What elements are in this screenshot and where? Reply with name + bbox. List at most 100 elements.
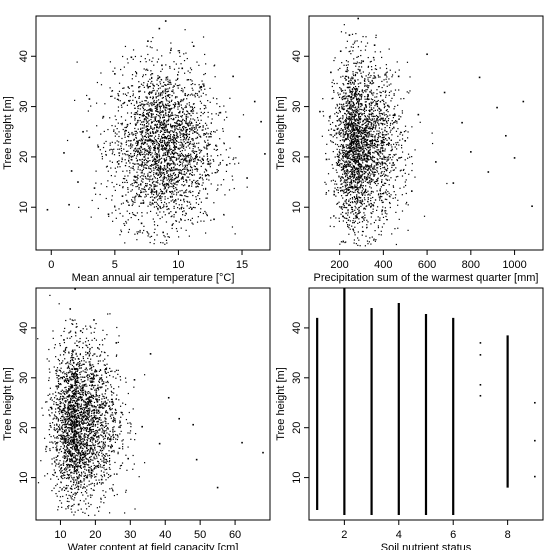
data-point <box>352 167 353 168</box>
data-point <box>342 90 343 91</box>
data-point <box>192 140 193 141</box>
data-point <box>163 172 164 173</box>
data-point <box>205 107 206 108</box>
data-point <box>383 185 384 186</box>
data-point <box>181 107 182 108</box>
data-point <box>164 165 165 166</box>
data-point <box>343 158 344 159</box>
data-point <box>339 149 340 150</box>
data-point <box>191 129 192 130</box>
data-point <box>170 84 171 85</box>
data-point <box>158 99 159 100</box>
data-point <box>377 104 378 105</box>
data-point <box>137 111 138 112</box>
data-point <box>346 191 347 192</box>
data-point <box>47 209 49 211</box>
data-point <box>183 145 184 146</box>
data-point <box>229 189 230 190</box>
data-point <box>181 121 182 122</box>
data-point <box>398 144 399 145</box>
data-point <box>389 193 390 194</box>
data-point <box>136 182 137 183</box>
data-point <box>364 90 365 91</box>
data-point <box>385 134 386 135</box>
data-point <box>151 41 152 42</box>
data-point <box>178 236 179 237</box>
data-point <box>351 169 352 170</box>
data-point <box>355 152 356 153</box>
data-point <box>207 128 208 129</box>
data-point <box>370 243 371 244</box>
data-point <box>176 192 177 193</box>
data-point <box>218 115 219 116</box>
data-point <box>151 116 152 117</box>
data-point <box>365 99 366 100</box>
data-point <box>151 93 152 94</box>
data-point <box>153 165 154 166</box>
data-point <box>145 119 146 120</box>
data-point <box>367 221 368 222</box>
data-point <box>378 76 379 77</box>
data-point <box>170 196 171 197</box>
data-point <box>147 70 148 71</box>
data-point <box>185 192 186 193</box>
data-point <box>213 159 214 160</box>
data-point <box>181 88 182 89</box>
data-point <box>343 154 344 155</box>
data-point <box>121 107 122 108</box>
data-point <box>344 136 345 137</box>
data-point <box>200 115 201 116</box>
data-point <box>139 194 140 195</box>
data-point <box>140 129 141 130</box>
data-point <box>153 159 154 160</box>
data-point <box>369 72 370 73</box>
data-point <box>129 155 130 156</box>
x-tick-label: 600 <box>418 259 436 271</box>
data-point <box>358 182 359 183</box>
data-point <box>216 130 217 131</box>
y-tick-label: 30 <box>18 100 30 112</box>
data-point <box>158 194 159 195</box>
data-point <box>374 175 375 176</box>
data-point <box>146 125 147 126</box>
data-point <box>342 212 343 213</box>
data-point <box>403 98 404 99</box>
data-point <box>191 127 192 128</box>
data-point <box>205 94 206 95</box>
data-point <box>328 190 329 191</box>
x-axis-label: Mean annual air temperature [°C] <box>72 272 235 284</box>
data-point <box>234 163 235 164</box>
data-point <box>135 133 136 134</box>
data-point <box>129 205 130 206</box>
data-point <box>183 135 184 136</box>
data-point <box>183 129 184 130</box>
data-point <box>154 224 155 225</box>
data-point <box>387 86 388 87</box>
data-point <box>119 185 120 186</box>
data-point <box>131 146 132 147</box>
data-point <box>366 224 367 225</box>
data-point <box>151 170 152 171</box>
data-point <box>332 122 333 123</box>
data-point <box>157 147 158 148</box>
data-point <box>145 150 147 152</box>
data-point <box>358 131 359 132</box>
data-point <box>382 184 383 185</box>
data-point <box>232 226 233 227</box>
data-point <box>176 228 177 229</box>
data-point <box>357 202 358 203</box>
data-point <box>180 101 181 102</box>
data-point <box>175 149 176 150</box>
data-point <box>177 155 178 156</box>
data-point <box>122 195 124 197</box>
data-point <box>190 125 191 126</box>
data-point <box>176 203 177 204</box>
data-point <box>363 150 364 151</box>
data-point <box>383 84 384 85</box>
data-point <box>372 141 373 142</box>
data-point <box>205 105 206 106</box>
data-point <box>362 199 363 200</box>
data-point <box>153 114 154 115</box>
data-point <box>382 158 383 159</box>
data-point <box>124 153 125 154</box>
